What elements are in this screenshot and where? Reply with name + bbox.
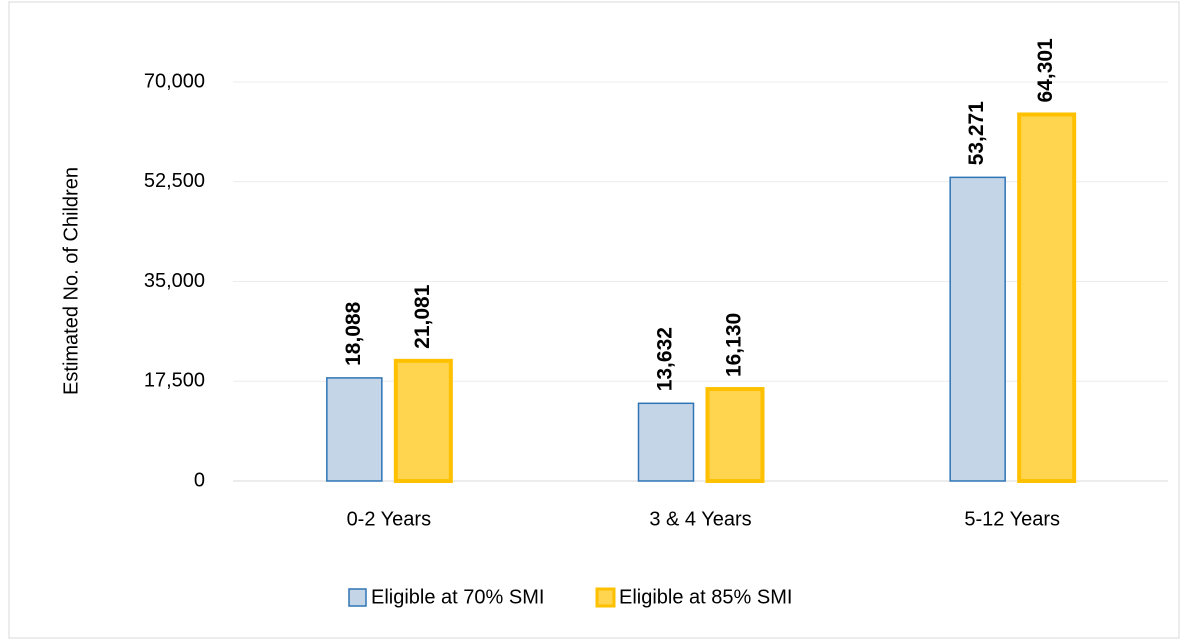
legend-label: Eligible at 85% SMI [619,586,792,608]
y-tick-label: 17,500 [144,370,205,392]
y-tick-label: 35,000 [144,270,205,292]
x-tick-label: 3 & 4 Years [649,508,751,530]
y-tick-label: 52,500 [144,170,205,192]
x-tick-label: 5-12 Years [964,508,1060,530]
bar [949,176,1006,482]
bar [637,402,695,482]
legend-swatch [595,587,616,608]
value-label: 13,632 [654,327,677,391]
bar [393,358,453,483]
y-tick-label: 70,000 [144,70,205,92]
value-label: 18,088 [342,301,365,366]
value-label: 21,081 [411,284,434,349]
bar [705,387,765,483]
legend-swatch [348,588,367,607]
x-tick-label: 0-2 Years [347,508,432,530]
legend-label: Eligible at 70% SMI [371,586,544,608]
y-tick-label: 0 [194,469,205,491]
value-label: 16,130 [723,313,746,377]
bar [1017,112,1077,483]
value-label: 53,271 [965,101,988,166]
value-label: 64,301 [1034,38,1057,103]
y-axis-title: Estimated No. of Children [60,167,82,395]
bar [326,377,383,482]
